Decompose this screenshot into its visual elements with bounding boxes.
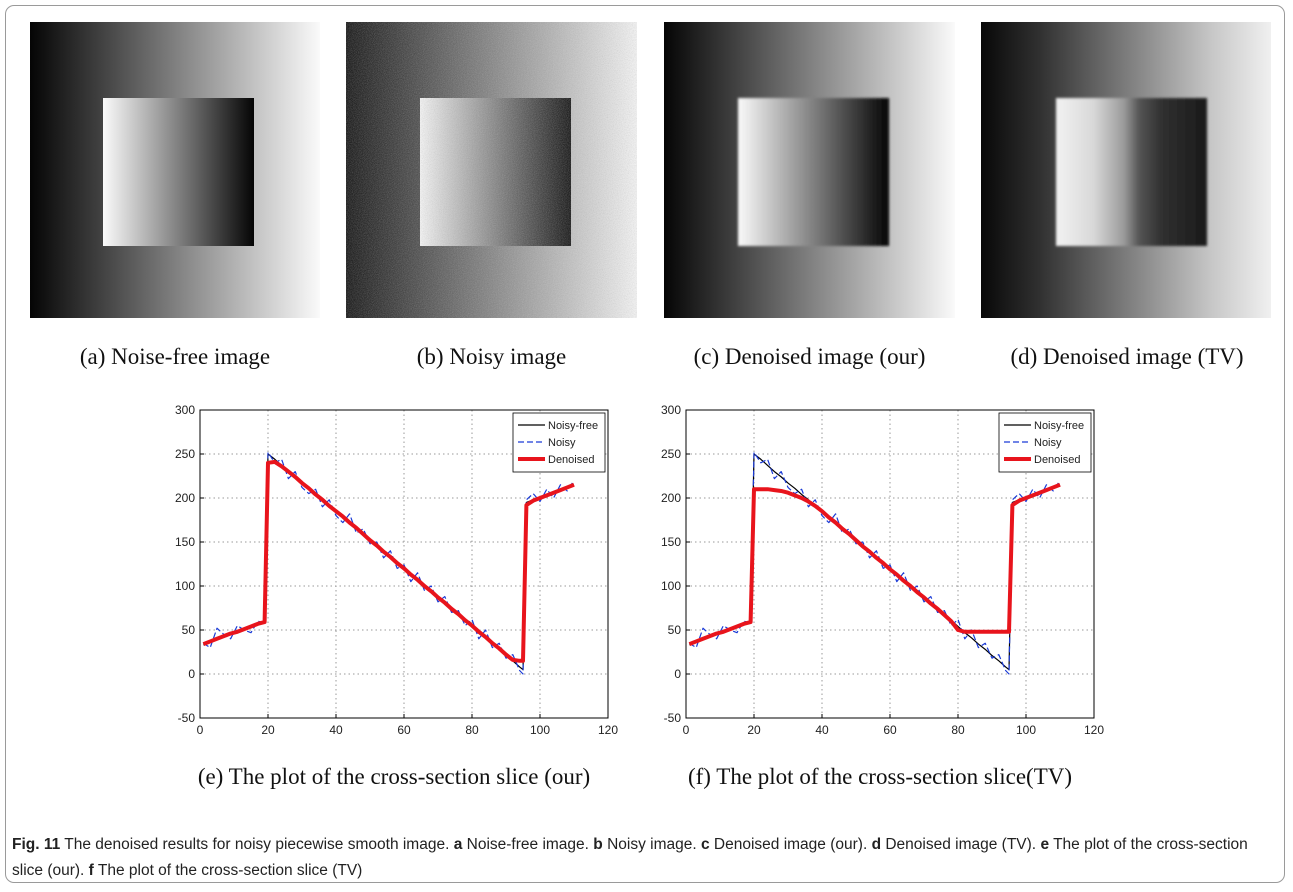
- caption-letter: b: [593, 836, 602, 853]
- y-tick-label: 250: [175, 447, 195, 461]
- image-square: [738, 98, 889, 246]
- x-tick-label: 60: [397, 723, 411, 737]
- panel-caption: (c) Denoised image (our): [664, 344, 955, 370]
- caption-letter: f: [89, 862, 94, 879]
- legend-label: Denoised: [548, 454, 594, 466]
- x-tick-label: 100: [1016, 723, 1036, 737]
- image-panel: [981, 22, 1271, 318]
- x-tick-label: 120: [598, 723, 618, 737]
- caption-letter: a: [454, 836, 463, 853]
- panel-caption: (d) Denoised image (TV): [981, 344, 1273, 370]
- x-tick-label: 0: [683, 723, 690, 737]
- chart-caption: (f) The plot of the cross-section slice(…: [688, 764, 1072, 789]
- y-tick-label: 50: [182, 623, 196, 637]
- body: { "panels": [ {"caption": "(a) Noise-fre…: [0, 0, 1293, 892]
- y-tick-label: 300: [175, 403, 195, 417]
- panel-caption: (a) Noise-free image: [30, 344, 320, 370]
- y-tick-label: 200: [661, 491, 681, 505]
- x-tick-label: 100: [530, 723, 550, 737]
- image-panel: [664, 22, 955, 318]
- image-square: [103, 98, 254, 246]
- x-tick-label: 40: [815, 723, 829, 737]
- caption-item-text: Noise-free image.: [467, 836, 589, 853]
- figure-label: Fig. 11: [12, 836, 60, 853]
- image-noise: [346, 22, 637, 318]
- y-tick-label: -50: [664, 711, 682, 725]
- y-tick-label: 100: [661, 579, 681, 593]
- y-tick-label: -50: [178, 711, 196, 725]
- image-square: [1056, 98, 1207, 246]
- x-tick-label: 60: [883, 723, 897, 737]
- caption-item-text: Denoised image (our).: [714, 836, 867, 853]
- image-panel: [346, 22, 637, 318]
- caption-item-text: Noisy image.: [607, 836, 697, 853]
- legend-label: Noisy-free: [1034, 420, 1084, 432]
- y-tick-label: 250: [661, 447, 681, 461]
- x-tick-label: 40: [329, 723, 343, 737]
- y-tick-label: 0: [674, 667, 681, 681]
- caption-letter: e: [1040, 836, 1049, 853]
- x-tick-label: 20: [747, 723, 761, 737]
- y-tick-label: 300: [661, 403, 681, 417]
- x-tick-label: 80: [465, 723, 479, 737]
- caption-item-text: Denoised image (TV).: [885, 836, 1036, 853]
- figure-caption: Fig. 11 The denoised results for noisy p…: [12, 832, 1280, 884]
- x-tick-label: 120: [1084, 723, 1104, 737]
- image-panel: [30, 22, 320, 318]
- y-tick-label: 100: [175, 579, 195, 593]
- y-tick-label: 150: [661, 535, 681, 549]
- x-tick-label: 80: [951, 723, 965, 737]
- page: html, body { margin: 0; padding: 0; back…: [0, 0, 1293, 892]
- caption-letter: d: [872, 836, 881, 853]
- x-tick-label: 0: [197, 723, 204, 737]
- legend-label: Denoised: [1034, 454, 1080, 466]
- y-tick-label: 200: [175, 491, 195, 505]
- legend-label: Noisy: [1034, 437, 1062, 449]
- legend-label: Noisy: [548, 437, 576, 449]
- caption-text: The denoised results for noisy piecewise…: [64, 836, 449, 853]
- chart-caption: (e) The plot of the cross-section slice …: [198, 764, 590, 789]
- caption-letter: c: [701, 836, 710, 853]
- panel-caption: (b) Noisy image: [346, 344, 637, 370]
- y-tick-label: 50: [668, 623, 682, 637]
- x-tick-label: 20: [261, 723, 275, 737]
- y-tick-label: 0: [188, 667, 195, 681]
- caption-item-text: The plot of the cross-section slice (TV): [98, 862, 362, 879]
- legend-label: Noisy-free: [548, 420, 598, 432]
- y-tick-label: 150: [175, 535, 195, 549]
